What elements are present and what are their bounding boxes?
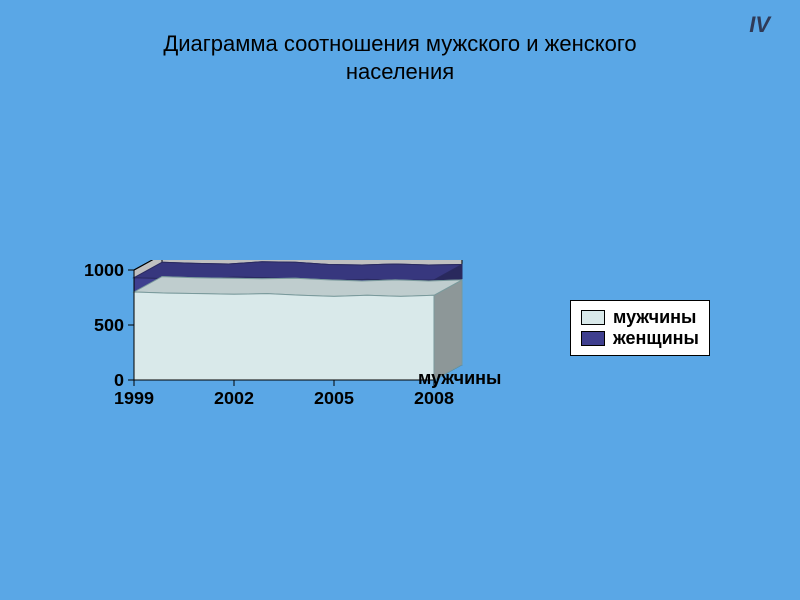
legend-swatch <box>581 310 605 325</box>
legend-label: женщины <box>613 328 699 349</box>
slide-title: Диаграмма соотношения мужского и женског… <box>0 30 800 85</box>
series-axis-label: мужчины <box>418 368 501 389</box>
area-chart-svg: 050010001999200220052008 <box>64 260 482 435</box>
legend-item: мужчины <box>581 307 699 328</box>
legend-swatch <box>581 331 605 346</box>
area-chart: 050010001999200220052008 <box>64 260 482 440</box>
svg-text:500: 500 <box>94 315 124 335</box>
svg-text:1999: 1999 <box>114 388 154 408</box>
svg-text:2002: 2002 <box>214 388 254 408</box>
legend-label: мужчины <box>613 307 696 328</box>
legend: мужчиныженщины <box>570 300 710 356</box>
svg-text:2005: 2005 <box>314 388 354 408</box>
slide: IV Диаграмма соотношения мужского и женс… <box>0 0 800 600</box>
svg-text:1000: 1000 <box>84 260 124 280</box>
svg-text:2008: 2008 <box>414 388 454 408</box>
legend-item: женщины <box>581 328 699 349</box>
